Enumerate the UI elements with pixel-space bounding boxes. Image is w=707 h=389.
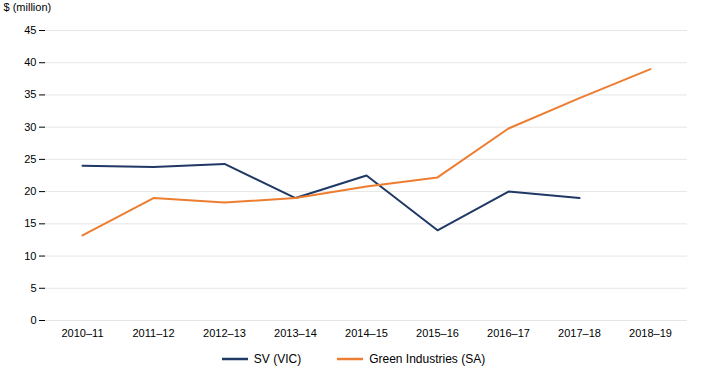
svg-text:2013–14: 2013–14	[274, 327, 317, 339]
svg-text:$ (million): $ (million)	[4, 1, 52, 13]
svg-text:0: 0	[30, 314, 36, 326]
svg-text:2012–13: 2012–13	[203, 327, 246, 339]
svg-text:5: 5	[30, 282, 36, 294]
svg-text:45: 45	[24, 24, 36, 36]
svg-text:2018–19: 2018–19	[629, 327, 672, 339]
svg-text:40: 40	[24, 56, 36, 68]
svg-text:2015–16: 2015–16	[416, 327, 459, 339]
svg-text:2014–15: 2014–15	[345, 327, 388, 339]
svg-text:10: 10	[24, 250, 36, 262]
svg-text:2011–12: 2011–12	[132, 327, 174, 339]
svg-text:35: 35	[24, 88, 36, 100]
html-text:SV (VIC): SV (VIC)	[253, 352, 302, 366]
svg-text:30: 30	[24, 121, 36, 133]
svg-text:2017–18: 2017–18	[558, 327, 601, 339]
html-text:Green Industries (SA): Green Industries (SA)	[369, 352, 486, 366]
svg-text:2010–11: 2010–11	[61, 327, 103, 339]
svg-text:15: 15	[24, 217, 36, 229]
svg-text:25: 25	[24, 153, 36, 165]
svg-text:2016–17: 2016–17	[487, 327, 530, 339]
svg-text:20: 20	[24, 185, 36, 197]
